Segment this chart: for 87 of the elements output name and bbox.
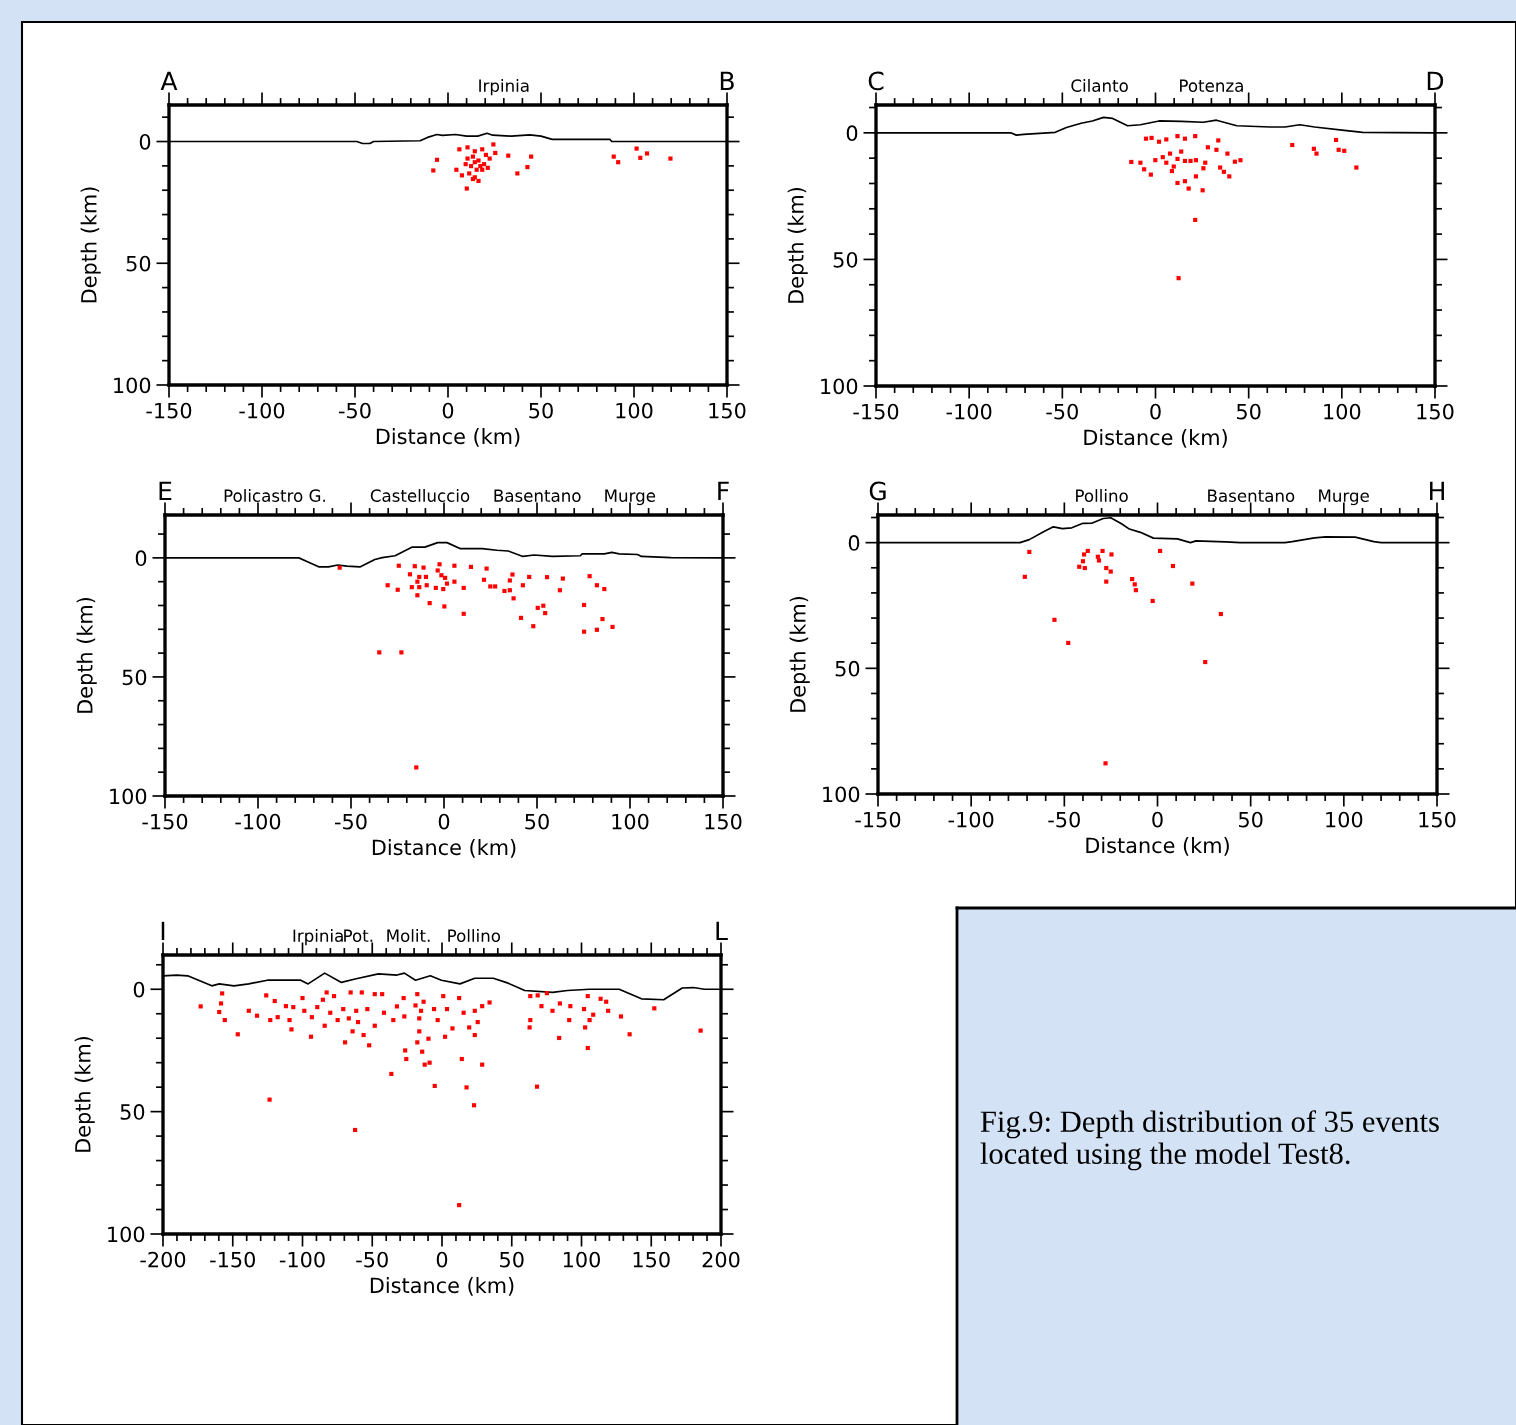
text: C (868, 71, 884, 91)
x-tick-label: 0 (438, 813, 450, 830)
y-axis-title: Depth (km) (80, 187, 101, 303)
y-tick-label: 0 (846, 125, 858, 142)
y-tick-label: 100 (114, 377, 151, 394)
x-tick-label: -100 (239, 402, 285, 419)
y-tick-label: 0 (139, 133, 151, 150)
text: Cilanto (1071, 79, 1128, 92)
x-tick-label: 50 (500, 1251, 524, 1268)
y-tick-label: 50 (126, 255, 151, 272)
text: Molit. (387, 929, 430, 943)
x-tick-label: 50 (1239, 811, 1263, 828)
text: Pollino (448, 929, 501, 943)
text: G (869, 481, 886, 501)
text: E (159, 481, 172, 500)
x-tick-label: 150 (633, 1251, 670, 1268)
text: Irpinia (293, 929, 343, 946)
text: L (716, 921, 728, 941)
x-axis-title: Distance (km) (1084, 429, 1227, 448)
x-tick-label: 100 (1324, 403, 1361, 420)
x-tick-label: -100 (948, 811, 994, 828)
y-tick-label: 50 (122, 669, 147, 686)
y-tick-label: 100 (823, 786, 860, 803)
x-tick-label: -150 (146, 402, 192, 419)
x-tick-label: 100 (563, 1251, 600, 1268)
y-axis-title: Depth (km) (74, 1036, 95, 1152)
x-tick-label: -150 (142, 813, 188, 830)
x-tick-label: -100 (946, 403, 992, 420)
text: Murge (1319, 489, 1369, 506)
x-tick-label: 150 (1419, 811, 1456, 828)
x-tick-label: 0 (442, 402, 454, 419)
text: Potenza (1180, 79, 1243, 92)
text: Irpinia (479, 79, 529, 96)
y-tick-label: 50 (833, 251, 858, 268)
x-tick-label: -50 (1046, 403, 1078, 420)
x-tick-label: -100 (279, 1251, 325, 1268)
text: Policastro G. (224, 489, 325, 502)
text: Basentano (1208, 489, 1295, 503)
caption: Fig.9: Depth distribution of 35 events located using the model Test8. (980, 1110, 1439, 1171)
x-tick-label: -50 (339, 402, 371, 419)
x-tick-label: 100 (1326, 811, 1363, 828)
y-axis-title: Depth (km) (76, 597, 97, 713)
y-tick-label: 0 (133, 981, 145, 998)
x-tick-label: 100 (612, 813, 649, 830)
x-tick-label: 50 (1237, 403, 1261, 420)
x-tick-label: -100 (235, 813, 281, 830)
x-tick-label: -200 (140, 1251, 186, 1268)
x-tick-label: 0 (436, 1251, 448, 1268)
x-tick-label: -50 (335, 813, 367, 830)
text: Pot. (344, 929, 373, 943)
y-tick-label: 100 (108, 1226, 145, 1243)
x-axis-title: Distance (km) (372, 839, 516, 858)
text: F (718, 481, 729, 500)
text: B (720, 71, 734, 90)
text: Pollino (1076, 489, 1128, 503)
x-tick-label: 50 (525, 813, 549, 830)
x-tick-label: 0 (1152, 811, 1163, 828)
y-tick-label: 50 (835, 660, 860, 677)
x-tick-label: -50 (1048, 811, 1080, 828)
text: A (160, 71, 178, 90)
y-axis-title: Depth (km) (787, 187, 808, 303)
text: Castelluccio (370, 489, 470, 502)
y-tick-label: 0 (135, 550, 147, 567)
text: Basentano (494, 489, 581, 502)
x-tick-label: 100 (616, 402, 653, 419)
y-tick-label: 50 (120, 1104, 145, 1120)
x-tick-label: 150 (709, 402, 746, 419)
x-tick-label: -150 (855, 811, 901, 828)
x-tick-label: 200 (702, 1251, 740, 1268)
text: I (161, 921, 165, 941)
y-axis-title: Depth (km) (789, 596, 810, 712)
x-axis-title: Distance (km) (370, 1277, 514, 1296)
x-axis-title: Distance (km) (376, 428, 520, 447)
x-axis-title: Distance (km) (1086, 837, 1229, 856)
x-tick-label: -150 (853, 403, 899, 420)
x-tick-label: 50 (529, 402, 553, 419)
x-tick-label: 150 (1417, 403, 1454, 420)
y-tick-label: 100 (821, 378, 858, 395)
text: D (1427, 71, 1444, 90)
text: H (1430, 481, 1444, 501)
text: Murge (605, 489, 656, 506)
y-tick-label: 0 (848, 535, 860, 551)
y-tick-label: 100 (110, 788, 147, 805)
x-tick-label: -50 (356, 1251, 388, 1268)
x-tick-label: -150 (210, 1251, 256, 1268)
x-tick-label: 150 (705, 813, 742, 830)
x-tick-label: 0 (1150, 403, 1161, 420)
